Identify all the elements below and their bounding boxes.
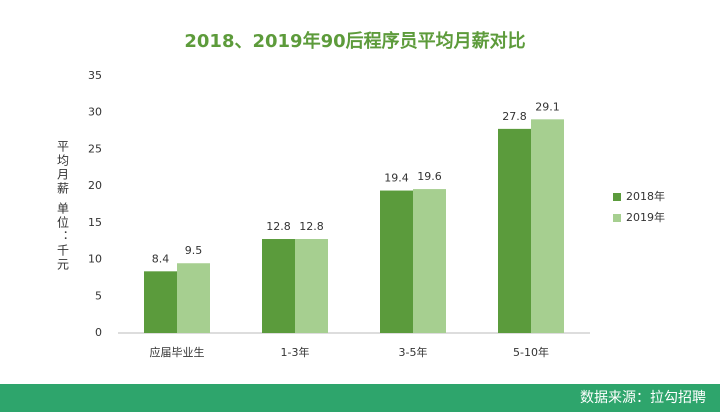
bar [262, 239, 295, 333]
bar [380, 190, 413, 333]
source: 数据来源：拉勾招聘 [580, 390, 706, 406]
bar [413, 189, 446, 333]
legend-swatch [613, 214, 621, 222]
footer-band [0, 384, 720, 412]
value-label: 29.1 [535, 100, 560, 113]
legend-label: 2018年 [626, 189, 665, 203]
legend-swatch [613, 193, 621, 201]
value-label: 19.6 [417, 170, 442, 183]
y-tick-label: 5 [95, 289, 102, 302]
y-tick-label: 30 [88, 106, 102, 119]
legend-label: 2019年 [626, 210, 665, 224]
x-tick-label: 3-5年 [399, 345, 428, 359]
bar [295, 239, 328, 333]
value-label: 8.4 [152, 252, 170, 265]
y-tick-label: 35 [88, 69, 102, 82]
value-label: 9.5 [185, 244, 203, 257]
bar [144, 271, 177, 333]
x-tick-label: 5-10年 [513, 345, 549, 359]
x-tick-label: 应届毕业生 [150, 345, 205, 359]
value-label: 19.4 [384, 172, 409, 185]
y-tick-label: 20 [88, 179, 102, 192]
y-axis-label: 平均月薪 单位：千元 [56, 140, 70, 272]
value-label: 12.8 [299, 220, 324, 233]
bar [498, 128, 531, 333]
y-tick-label: 25 [88, 142, 102, 155]
bar [177, 263, 210, 333]
x-tick-label: 1-3年 [281, 345, 310, 359]
chart-title: 2018、2019年90后程序员平均月薪对比 [184, 30, 525, 52]
bar [531, 119, 564, 333]
value-label: 12.8 [266, 220, 291, 233]
y-tick-label: 0 [95, 326, 102, 339]
y-tick-label: 15 [88, 216, 102, 229]
y-tick-label: 10 [88, 253, 102, 266]
value-label: 27.8 [502, 110, 527, 123]
